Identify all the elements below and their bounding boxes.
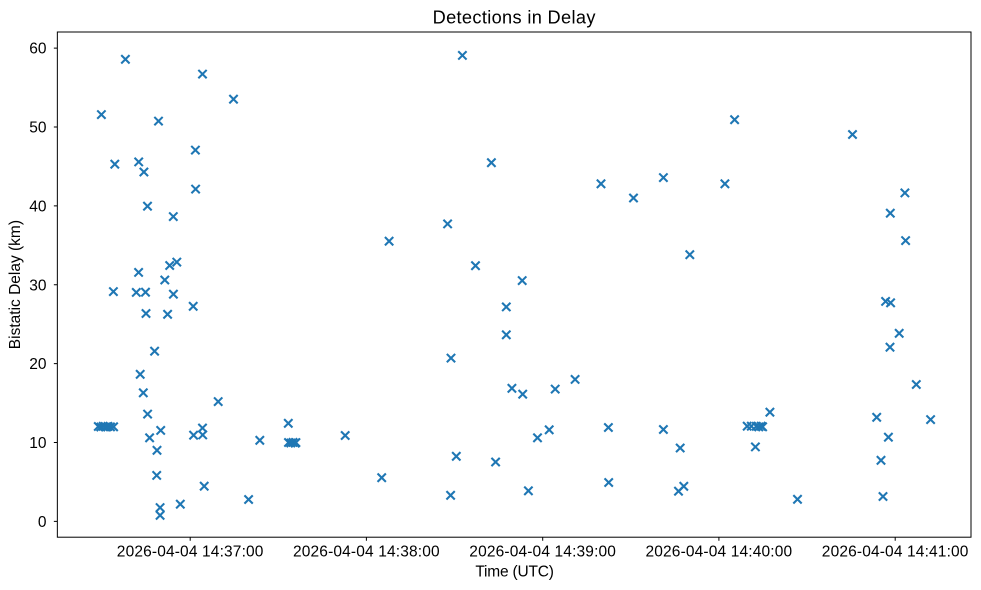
- svg-text:20: 20: [29, 356, 47, 373]
- svg-text:Bistatic Delay (km): Bistatic Delay (km): [7, 220, 24, 349]
- svg-text:Time (UTC): Time (UTC): [475, 563, 553, 580]
- svg-text:30: 30: [29, 277, 47, 294]
- svg-text:2026-04-04 14:40:00: 2026-04-04 14:40:00: [646, 543, 793, 560]
- svg-text:0: 0: [38, 514, 47, 531]
- svg-text:60: 60: [29, 41, 47, 58]
- svg-text:50: 50: [29, 120, 47, 137]
- svg-text:2026-04-04 14:37:00: 2026-04-04 14:37:00: [117, 543, 264, 560]
- svg-text:2026-04-04 14:38:00: 2026-04-04 14:38:00: [293, 543, 440, 560]
- svg-text:2026-04-04 14:41:00: 2026-04-04 14:41:00: [822, 543, 969, 560]
- svg-text:2026-04-04 14:39:00: 2026-04-04 14:39:00: [469, 543, 616, 560]
- svg-text:10: 10: [29, 435, 47, 452]
- svg-text:40: 40: [29, 199, 47, 216]
- svg-text:Detections in Delay: Detections in Delay: [433, 8, 597, 28]
